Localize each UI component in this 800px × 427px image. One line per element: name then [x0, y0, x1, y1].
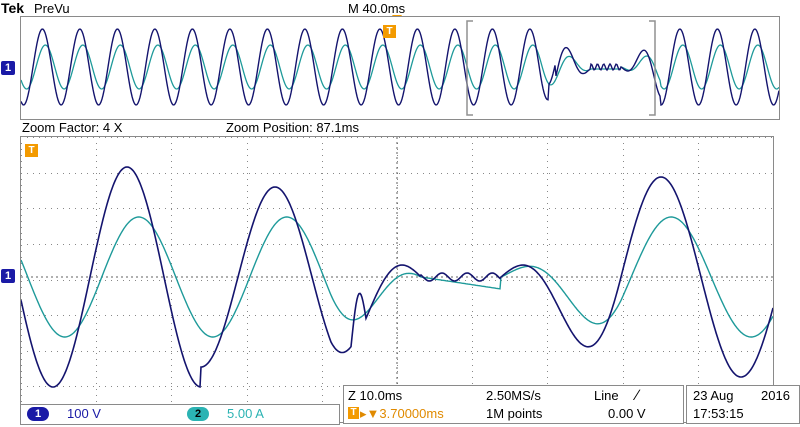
delay-trigger-icon: T	[348, 407, 359, 419]
datetime-readout: 23 Aug 2016 17:53:15	[686, 385, 800, 424]
time-label: 17:53:15	[693, 406, 744, 421]
zoom-ch2-trace	[20, 216, 774, 338]
zoom-timescale: Z 10.0ms	[348, 388, 403, 403]
zoom-panel[interactable]	[20, 136, 774, 423]
zoom-trigger-icon: T	[25, 144, 38, 157]
date-label: 23 Aug	[693, 388, 734, 403]
zoom-ch1-trace	[20, 166, 774, 388]
channel1-ground-marker-zoom: 1	[1, 269, 15, 283]
channel1-scale[interactable]: 100 V	[67, 406, 101, 421]
channel1-badge[interactable]: 1	[27, 407, 49, 421]
overview-waveform	[20, 20, 780, 116]
zoom-position-label: Zoom Position: 87.1ms	[226, 120, 359, 135]
channel2-badge[interactable]: 2	[187, 407, 209, 421]
trigger-delay: ▸▼3.70000ms	[360, 406, 444, 421]
overview-ch1-trace	[20, 28, 780, 106]
brand-logo: Tek	[1, 0, 25, 16]
zoom-window-bracket	[466, 20, 656, 116]
record-length: 1M points	[486, 406, 543, 421]
overview-panel[interactable]	[20, 16, 780, 120]
channel2-scale[interactable]: 5.00 A	[227, 406, 264, 421]
timebase-readout[interactable]: Z 10.0ms 2.50MS/s Line ∕ T ▸▼3.70000ms 1…	[343, 385, 684, 424]
overview-ch2-trace	[20, 44, 780, 90]
sample-rate: 2.50MS/s	[486, 388, 541, 403]
channel1-ground-marker: 1	[1, 61, 15, 75]
trigger-source: Line	[594, 388, 619, 403]
main-timebase: M 40.0ms	[348, 1, 406, 16]
zoom-factor-label: Zoom Factor: 4 X	[22, 120, 123, 135]
overview-trigger-icon: T	[383, 25, 396, 38]
trigger-level: 0.00 V	[608, 406, 646, 421]
zoom-waveform	[20, 137, 774, 423]
channel-readout-bar: 1 100 V 2 5.00 A	[20, 404, 340, 425]
trigger-slope-icon: ∕	[636, 387, 639, 404]
year-label: 2016	[761, 388, 790, 403]
prevu-label: PreVu	[34, 1, 70, 16]
